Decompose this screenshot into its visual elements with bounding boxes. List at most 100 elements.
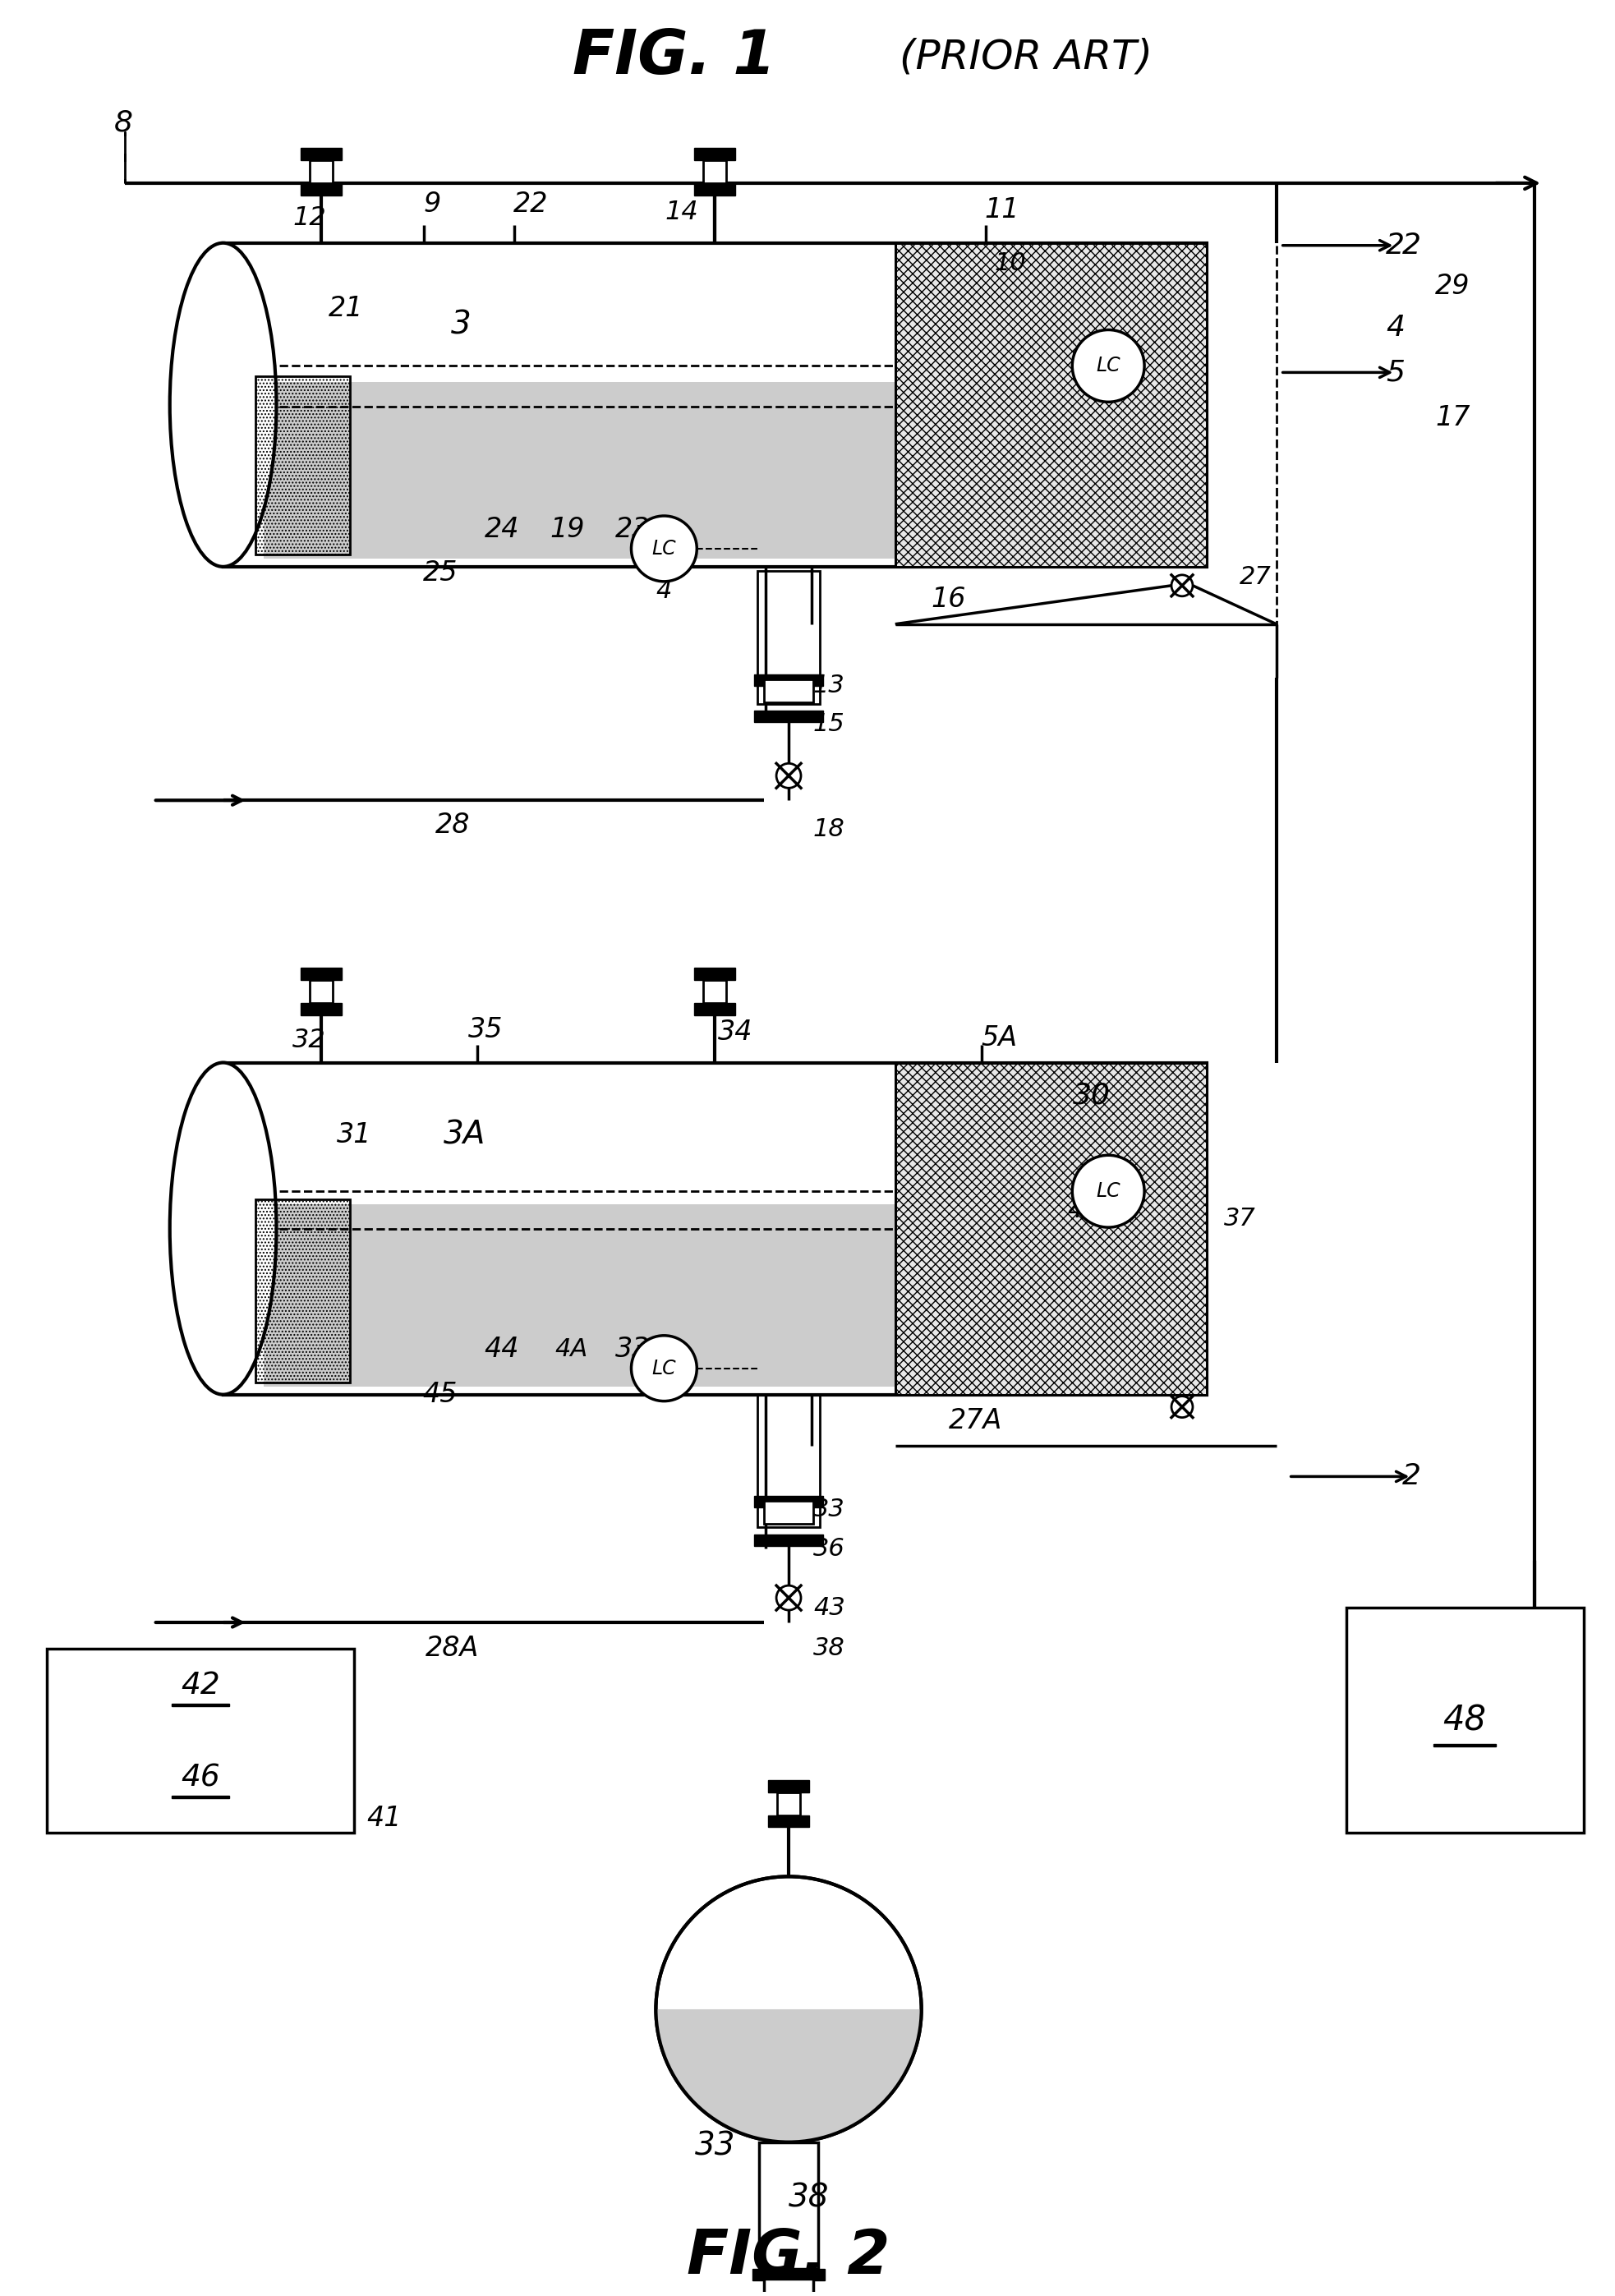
Text: 34: 34 bbox=[817, 1899, 858, 1931]
Bar bbox=[754, 675, 824, 687]
Text: 32: 32 bbox=[292, 1029, 326, 1054]
Bar bbox=[769, 1779, 809, 1793]
Bar bbox=[895, 1063, 1206, 1394]
Text: 5: 5 bbox=[1386, 358, 1405, 386]
Bar bbox=[1434, 1745, 1495, 1747]
Text: 3A: 3A bbox=[444, 1118, 486, 1150]
Bar bbox=[694, 184, 735, 195]
Text: 10: 10 bbox=[995, 253, 1026, 276]
Bar bbox=[171, 1795, 229, 1798]
Text: 2: 2 bbox=[1402, 1463, 1421, 1490]
Text: LC: LC bbox=[652, 1359, 677, 1378]
Bar bbox=[47, 1649, 354, 1832]
Text: 8: 8 bbox=[113, 108, 132, 135]
Bar bbox=[704, 980, 727, 1003]
Text: LC: LC bbox=[1097, 1182, 1121, 1201]
Text: 14: 14 bbox=[665, 200, 698, 225]
Text: 41: 41 bbox=[367, 1805, 402, 1832]
Bar bbox=[300, 1003, 342, 1015]
Text: FIG. 1: FIG. 1 bbox=[572, 28, 775, 87]
Bar bbox=[255, 377, 350, 553]
Bar bbox=[1345, 1607, 1584, 1832]
Circle shape bbox=[631, 1336, 696, 1401]
Bar bbox=[223, 1063, 1206, 1394]
Bar bbox=[895, 243, 1206, 567]
Text: 46: 46 bbox=[181, 1763, 220, 1793]
Bar bbox=[300, 147, 342, 161]
Text: 27A: 27A bbox=[948, 1407, 1003, 1435]
Text: 5A: 5A bbox=[982, 1024, 1017, 1052]
Text: 38: 38 bbox=[788, 2181, 830, 2213]
Text: 33: 33 bbox=[615, 1336, 651, 1364]
Bar bbox=[300, 184, 342, 195]
Text: 27: 27 bbox=[1239, 565, 1271, 590]
Text: 15: 15 bbox=[814, 712, 845, 737]
Circle shape bbox=[1072, 331, 1145, 402]
Bar bbox=[171, 1704, 229, 1706]
Circle shape bbox=[777, 762, 801, 788]
Text: 9: 9 bbox=[423, 191, 441, 218]
Bar bbox=[777, 1793, 799, 1816]
Text: 25: 25 bbox=[423, 560, 457, 588]
Circle shape bbox=[631, 517, 696, 581]
Bar bbox=[753, 2268, 825, 2280]
Text: 17: 17 bbox=[1436, 404, 1470, 432]
Bar bbox=[694, 967, 735, 980]
Text: 37: 37 bbox=[1224, 1205, 1255, 1231]
Bar bbox=[759, 2142, 819, 2268]
Ellipse shape bbox=[170, 1063, 276, 1394]
Text: 21: 21 bbox=[328, 294, 363, 321]
Text: 2: 2 bbox=[1402, 232, 1421, 259]
Text: 4A: 4A bbox=[1068, 1199, 1100, 1221]
Text: 48: 48 bbox=[1444, 1704, 1487, 1738]
Text: 19: 19 bbox=[549, 517, 585, 544]
Text: 29: 29 bbox=[1436, 273, 1470, 301]
Text: 18: 18 bbox=[814, 817, 845, 840]
Text: 31: 31 bbox=[751, 2027, 791, 2060]
Text: LC: LC bbox=[1097, 356, 1121, 377]
Text: 30: 30 bbox=[859, 1986, 900, 2018]
Bar bbox=[300, 967, 342, 980]
Text: 28: 28 bbox=[434, 810, 470, 838]
Bar bbox=[895, 1063, 1206, 1394]
Text: 22: 22 bbox=[514, 191, 547, 218]
Bar bbox=[895, 243, 1206, 567]
Bar bbox=[310, 980, 333, 1003]
Text: 28A: 28A bbox=[426, 1635, 480, 1662]
Text: 11: 11 bbox=[984, 197, 1019, 223]
Bar bbox=[255, 1201, 350, 1382]
Circle shape bbox=[1171, 1396, 1193, 1417]
Text: 4: 4 bbox=[656, 579, 672, 604]
Bar bbox=[757, 1394, 820, 1527]
Bar bbox=[265, 1205, 895, 1387]
Circle shape bbox=[1072, 1155, 1145, 1228]
Bar bbox=[754, 712, 824, 723]
Bar bbox=[265, 381, 895, 558]
Bar bbox=[757, 572, 820, 705]
Circle shape bbox=[1171, 574, 1193, 597]
Wedge shape bbox=[656, 2009, 922, 2142]
Bar bbox=[764, 1502, 814, 1525]
Bar bbox=[704, 161, 727, 184]
Text: 33: 33 bbox=[694, 2131, 735, 2163]
Text: 16: 16 bbox=[930, 585, 966, 613]
Bar bbox=[764, 680, 814, 703]
Text: 23: 23 bbox=[615, 517, 651, 544]
Bar bbox=[764, 2280, 814, 2296]
Text: 2: 2 bbox=[1386, 232, 1405, 259]
Text: 36: 36 bbox=[814, 1536, 845, 1561]
Text: 4: 4 bbox=[1386, 312, 1405, 342]
Bar bbox=[694, 147, 735, 161]
Text: 33: 33 bbox=[814, 1497, 845, 1522]
Text: 34: 34 bbox=[719, 1019, 753, 1045]
Text: 31: 31 bbox=[338, 1120, 371, 1148]
Text: 35: 35 bbox=[468, 1017, 502, 1042]
Circle shape bbox=[656, 1876, 922, 2142]
Text: 3: 3 bbox=[451, 310, 472, 340]
Text: 43: 43 bbox=[814, 1596, 845, 1619]
Bar bbox=[769, 1816, 809, 1828]
Text: 4A: 4A bbox=[556, 1339, 588, 1362]
Text: FIG. 2: FIG. 2 bbox=[686, 2227, 890, 2287]
Text: (PRIOR ART): (PRIOR ART) bbox=[900, 37, 1153, 76]
Text: 24: 24 bbox=[484, 517, 520, 544]
